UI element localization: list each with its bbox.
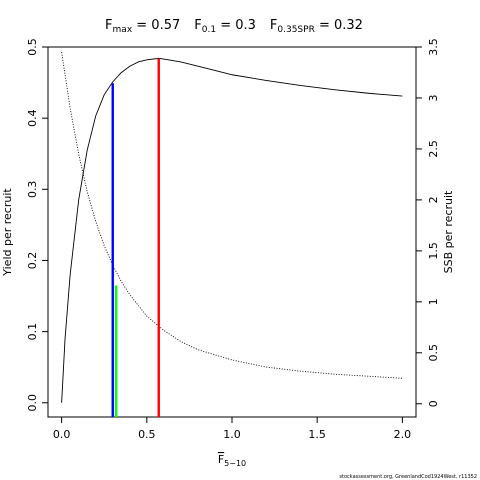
y-axis-right-label: SSB per recruit bbox=[442, 190, 455, 273]
y-right-tick-label: 1.5 bbox=[427, 242, 440, 260]
footer-note: stockassessment.org, GreenlandCod1924Wes… bbox=[339, 474, 477, 480]
x-axis-label-main: F bbox=[218, 453, 224, 466]
x-tick-label: 1.5 bbox=[308, 428, 326, 441]
y-left-tick-label: 0.5 bbox=[26, 38, 39, 56]
y-right-tick-label: 2.5 bbox=[427, 140, 440, 158]
chart-title: Fmax = 0.57 F0.1 = 0.3 F0.35SPR = 0.32 bbox=[105, 18, 363, 35]
title-part-0-main: F bbox=[105, 18, 112, 33]
title-part-1-main: F bbox=[194, 18, 201, 33]
x-axis-label-sub: 5−10 bbox=[224, 459, 246, 468]
yield-per-recruit-line bbox=[61, 57, 403, 403]
title-part-2-sub: 0.35SPR bbox=[277, 25, 314, 35]
ssb-per-recruit-line bbox=[61, 52, 403, 379]
x-axis-label: F5−10 bbox=[218, 453, 246, 468]
reference-lines bbox=[111, 58, 160, 417]
x-tick-label: 1.0 bbox=[223, 428, 241, 441]
title-part-2-main: F bbox=[270, 18, 277, 33]
y-right-tick-label: 0 bbox=[427, 400, 440, 407]
y-axis-left-label: Yield per recruit bbox=[1, 188, 14, 277]
title-part-0-value: = 0.57 bbox=[132, 18, 180, 33]
y-left-tick-label: 0.0 bbox=[26, 394, 39, 412]
y-left-tick-label: 0.4 bbox=[26, 109, 39, 127]
y-left-tick-label: 0.3 bbox=[26, 181, 39, 199]
title-part-0-sub: max bbox=[113, 25, 133, 35]
y-right-tick-label: 1 bbox=[427, 298, 440, 305]
y-right-tick-label: 3 bbox=[427, 94, 440, 101]
y-axis-left: 0.0 0.1 0.2 0.3 0.4 0.5 bbox=[26, 38, 48, 412]
x-tick-label: 0.5 bbox=[138, 428, 156, 441]
title-part-1-sub: 0.1 bbox=[202, 25, 216, 35]
y-right-tick-label: 2 bbox=[427, 196, 440, 203]
title-part-2-value: = 0.32 bbox=[315, 18, 363, 33]
x-tick-label: 0.0 bbox=[53, 428, 71, 441]
y-right-tick-label: 0.5 bbox=[427, 344, 440, 362]
series-layer bbox=[61, 52, 403, 403]
y-left-tick-label: 0.1 bbox=[26, 323, 39, 341]
y-right-tick-label: 3.5 bbox=[427, 38, 440, 56]
title-part-1-value: = 0.3 bbox=[216, 18, 256, 33]
x-axis: 0.0 0.5 1.0 1.5 2.0 bbox=[53, 417, 411, 441]
y-left-tick-label: 0.2 bbox=[26, 252, 39, 270]
x-tick-label: 2.0 bbox=[394, 428, 412, 441]
y-axis-right: 0 0.5 1 1.5 2 2.5 3 3.5 bbox=[416, 38, 440, 407]
